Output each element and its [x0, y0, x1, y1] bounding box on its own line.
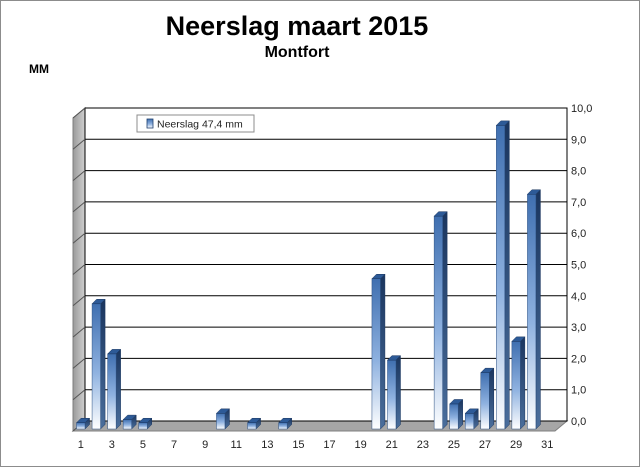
- bar-day-1: [75, 417, 91, 430]
- bar-day-25: [449, 398, 464, 430]
- bar-day-21: [386, 355, 402, 430]
- gridline-side: [72, 232, 86, 244]
- x-tick-label: 1: [78, 439, 84, 451]
- x-tick-labels: 1 3 5 7 9 11 13 15 17 19 21 23 25 27 29 31: [78, 439, 554, 451]
- gridline-side: [72, 264, 86, 275]
- gridline-side: [72, 326, 86, 338]
- x-tick-label: 27: [479, 439, 491, 451]
- x-tick-label: 13: [261, 439, 273, 451]
- y-tick-label: 3,0: [571, 322, 586, 334]
- gridline-side: [72, 138, 86, 150]
- y-tick-labels: 0,0 1,0 2,0 3,0 4,0 5,0 6,0 7,0 8,0 9,0 10,0: [571, 103, 592, 428]
- y-tick-label: 9,0: [571, 134, 586, 146]
- bar-day-2: [91, 298, 106, 430]
- x-tick-label: 31: [541, 439, 553, 451]
- bars: [75, 120, 542, 430]
- x-tick-label: 19: [355, 439, 367, 451]
- bar-day-14: [278, 417, 293, 430]
- x-tick-label: 15: [292, 439, 304, 451]
- gridline-side: [72, 170, 86, 181]
- chart-title: Neerslag maart 2015: [166, 11, 429, 41]
- y-tick-label: 2,0: [571, 353, 586, 365]
- gridline-side: [72, 107, 86, 119]
- x-tick-label: 3: [109, 439, 115, 451]
- gridlines: [72, 107, 567, 432]
- legend-label: Neerslag 47,4 mm: [157, 119, 243, 131]
- bar-day-4: [122, 414, 137, 430]
- legend-box: [136, 114, 255, 133]
- bar-day-27: [480, 367, 495, 430]
- bar-day-12: [246, 417, 262, 430]
- y-tick-label: 5,0: [571, 260, 586, 272]
- x-tick-label: 23: [417, 439, 429, 451]
- x-tick-label: 11: [231, 439, 242, 451]
- bar-day-5: [138, 417, 153, 430]
- gridline-side: [72, 295, 86, 307]
- x-tick-label: 29: [510, 439, 522, 451]
- y-tick-label: 4,0: [571, 291, 586, 303]
- bar-day-26: [464, 408, 479, 430]
- bar-day-3: [107, 348, 122, 430]
- gridline-side: [72, 389, 86, 401]
- y-tick-label: 0,0: [571, 416, 586, 428]
- x-tick-label: 5: [140, 439, 146, 451]
- gridline-side: [72, 201, 86, 213]
- bar-day-10: [215, 408, 231, 430]
- bar-day-28: [495, 120, 510, 430]
- bar-day-24: [433, 211, 448, 430]
- x-tick-label: 17: [323, 439, 335, 451]
- y-axis-label: MM: [29, 62, 49, 76]
- y-tick-label: 7,0: [571, 197, 586, 209]
- y-tick-label: 6,0: [571, 228, 586, 240]
- x-tick-label: 21: [386, 439, 398, 451]
- x-tick-label: 9: [202, 439, 208, 451]
- chart-subtitle: Montfort: [265, 44, 331, 61]
- bar-day-20: [371, 273, 386, 430]
- gridline-side: [72, 358, 86, 369]
- x-tick-label: 7: [171, 439, 177, 451]
- bar-day-30: [526, 189, 542, 430]
- legend-swatch: [146, 118, 154, 129]
- y-tick-label: 10,0: [571, 103, 592, 115]
- x-tick-label: 25: [448, 439, 460, 451]
- bar-day-29: [511, 336, 526, 430]
- legend: Neerslag 47,4 mm: [136, 114, 255, 133]
- y-tick-label: 1,0: [571, 385, 586, 397]
- y-tick-label: 8,0: [571, 166, 586, 178]
